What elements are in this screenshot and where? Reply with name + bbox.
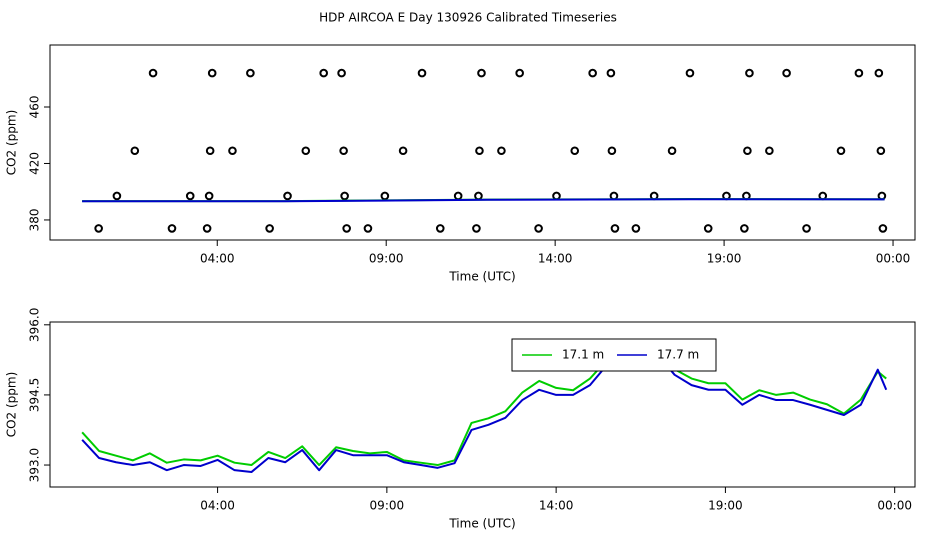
data-point: [301, 146, 311, 156]
data-point: [631, 224, 641, 233]
chart-title: HDP AIRCOA E Day 130926 Calibrated Times…: [319, 11, 617, 25]
y-tick-label: 380: [28, 208, 42, 231]
legend-label: 17.7 m: [657, 348, 699, 362]
data-point: [743, 146, 752, 156]
data-point: [453, 191, 463, 201]
x-tick-label: 09:00: [369, 252, 404, 266]
x-tick-label: 14:00: [539, 499, 574, 513]
plot-frame: [49, 321, 916, 488]
data-point: [283, 191, 292, 201]
data-point: [342, 224, 351, 233]
data-point: [854, 68, 864, 78]
plot-frame: [49, 44, 916, 241]
data-point: [667, 146, 677, 156]
data-point: [185, 191, 195, 201]
data-point: [337, 68, 346, 78]
x-tick-label: 09:00: [370, 499, 405, 513]
x-axis-label: Time (UTC): [448, 270, 515, 284]
x-tick-label: 00:00: [876, 252, 911, 266]
x-tick-label: 00:00: [877, 499, 912, 513]
data-point: [515, 68, 524, 78]
data-point: [340, 191, 349, 201]
data-point: [472, 224, 481, 233]
data-line: [81, 353, 888, 474]
data-point: [380, 191, 390, 201]
data-point: [228, 146, 237, 156]
data-point: [876, 146, 886, 156]
data-point: [363, 224, 373, 233]
data-point: [703, 224, 713, 233]
data-point: [112, 191, 122, 201]
data-point: [609, 191, 619, 201]
data-line: [82, 198, 885, 203]
data-point: [607, 146, 617, 156]
data-line: [81, 349, 887, 467]
data-point: [534, 224, 543, 233]
data-point: [130, 146, 140, 156]
data-point: [435, 224, 445, 233]
data-point: [204, 191, 214, 201]
data-point: [148, 68, 158, 78]
data-point: [477, 68, 486, 78]
data-point: [167, 224, 177, 233]
data-point: [319, 68, 328, 78]
data-point: [765, 146, 774, 156]
y-tick-label: 460: [28, 96, 42, 119]
data-point: [339, 146, 348, 156]
x-tick-label: 04:00: [200, 499, 235, 513]
y-axis-label: CO2 (ppm): [5, 372, 19, 438]
data-point: [202, 224, 212, 233]
x-tick-label: 19:00: [707, 252, 742, 266]
data-point: [745, 68, 754, 78]
x-tick-label: 14:00: [538, 252, 573, 266]
x-axis-label: Time (UTC): [448, 517, 515, 531]
data-point: [497, 146, 506, 156]
data-point: [246, 68, 255, 78]
data-point: [207, 68, 217, 78]
data-point: [265, 224, 274, 233]
data-point: [475, 146, 484, 156]
data-point: [740, 224, 749, 233]
data-point: [417, 68, 427, 78]
data-point: [552, 191, 561, 201]
y-tick-label: 420: [28, 152, 42, 175]
x-tick-label: 04:00: [200, 252, 235, 266]
y-tick-label: 396.0: [28, 308, 42, 342]
y-axis-label: CO2 (ppm): [5, 110, 19, 176]
data-point: [94, 224, 103, 233]
data-point: [874, 68, 884, 78]
y-tick-label: 393.0: [28, 448, 42, 482]
data-point: [570, 146, 580, 156]
data-point: [836, 146, 846, 156]
x-tick-label: 19:00: [708, 499, 743, 513]
data-point: [588, 68, 597, 78]
data-point: [606, 68, 616, 78]
data-point: [474, 191, 483, 201]
data-point: [205, 146, 215, 156]
data-point: [398, 146, 408, 156]
data-point: [685, 68, 695, 78]
legend-label: 17.1 m: [562, 348, 604, 362]
data-point: [610, 224, 620, 233]
y-tick-label: 394.5: [28, 378, 42, 412]
data-point: [878, 224, 888, 233]
data-point: [782, 68, 791, 78]
data-point: [802, 224, 811, 233]
